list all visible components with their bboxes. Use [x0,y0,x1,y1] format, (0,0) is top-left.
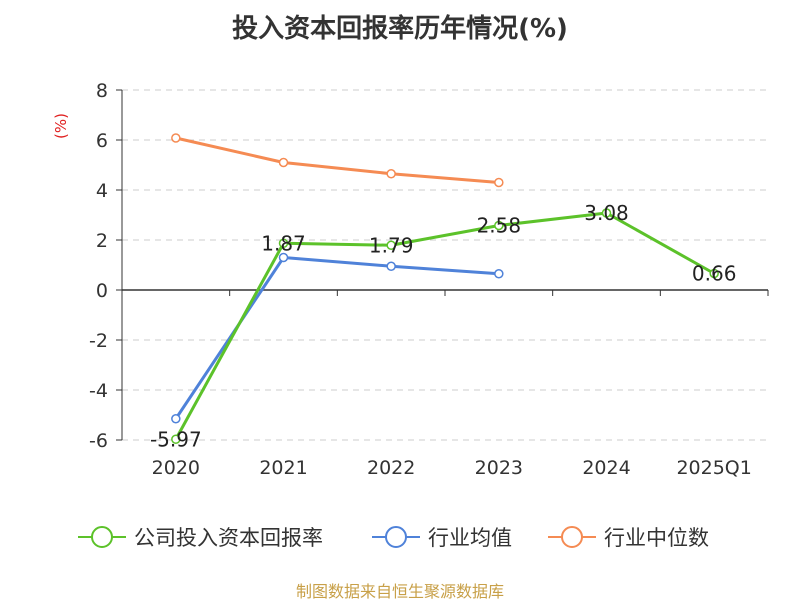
x-tick-label: 2021 [259,457,307,479]
y-axis-label: (%) [52,113,70,139]
data-point [386,169,396,179]
x-tick-label: 2020 [152,457,200,479]
data-point [709,268,719,279]
data-labels: -5.97 1.87 1.79 2.58 3.08 0.66 [150,201,736,451]
legend-label: 行业均值 [428,526,512,550]
y-tick-label: 8 [96,80,108,102]
series-line [174,136,501,184]
data-label: 3.08 [584,201,629,225]
y-tick-label: -2 [89,330,108,352]
axes: 8 6 4 2 0 -2 -4 -6 (%) 2020 2021 2022 2023 2024 2025Q1 [52,80,769,479]
data-point [494,220,504,231]
data-point [171,434,181,444]
series-line [174,211,716,441]
legend-label: 公司投入资本回报率 [134,526,323,550]
data-point [171,133,181,143]
y-tick-label: -4 [89,380,108,402]
data-label: 0.66 [692,262,737,286]
data-point [601,208,612,218]
y-tick-label: -6 [89,430,108,452]
data-point [278,157,289,168]
data-point [386,261,396,271]
legend-swatch-marker [91,526,113,548]
legend-swatch-marker [561,526,583,548]
data-point [278,238,289,248]
x-tick-label: 2024 [582,457,630,479]
data-point [171,414,181,424]
x-tick-label: 2022 [367,457,415,479]
legend-swatch-marker [385,526,407,548]
series-layer [171,133,719,444]
series-line [174,256,501,421]
x-tick-label: 2025Q1 [676,457,751,479]
legend-item: 行业均值 [372,526,512,550]
chart-title: 投入资本回报率历年情况(%) [232,14,568,44]
data-point [494,177,504,188]
data-label: 1.87 [261,231,306,255]
legend-item: 公司投入资本回报率 [78,526,323,550]
y-tick-label: 6 [96,130,108,152]
y-tick-label: 0 [96,280,108,302]
source-note: 制图数据来自恒生聚源数据库 [295,582,504,601]
data-point [494,269,504,279]
data-label: -5.97 [150,427,202,451]
legend: 公司投入资本回报率 行业均值 行业中位数 [78,526,709,550]
data-label: 2.58 [477,214,522,238]
data-point [278,252,289,263]
y-tick-label: 2 [96,230,108,252]
legend-label: 行业中位数 [604,526,709,550]
data-label: 1.79 [369,233,414,257]
legend-item: 行业中位数 [548,526,709,550]
data-point [386,240,396,250]
x-tick-label: 2023 [475,457,523,479]
y-tick-label: 4 [96,180,108,202]
grid-lines [122,89,768,441]
